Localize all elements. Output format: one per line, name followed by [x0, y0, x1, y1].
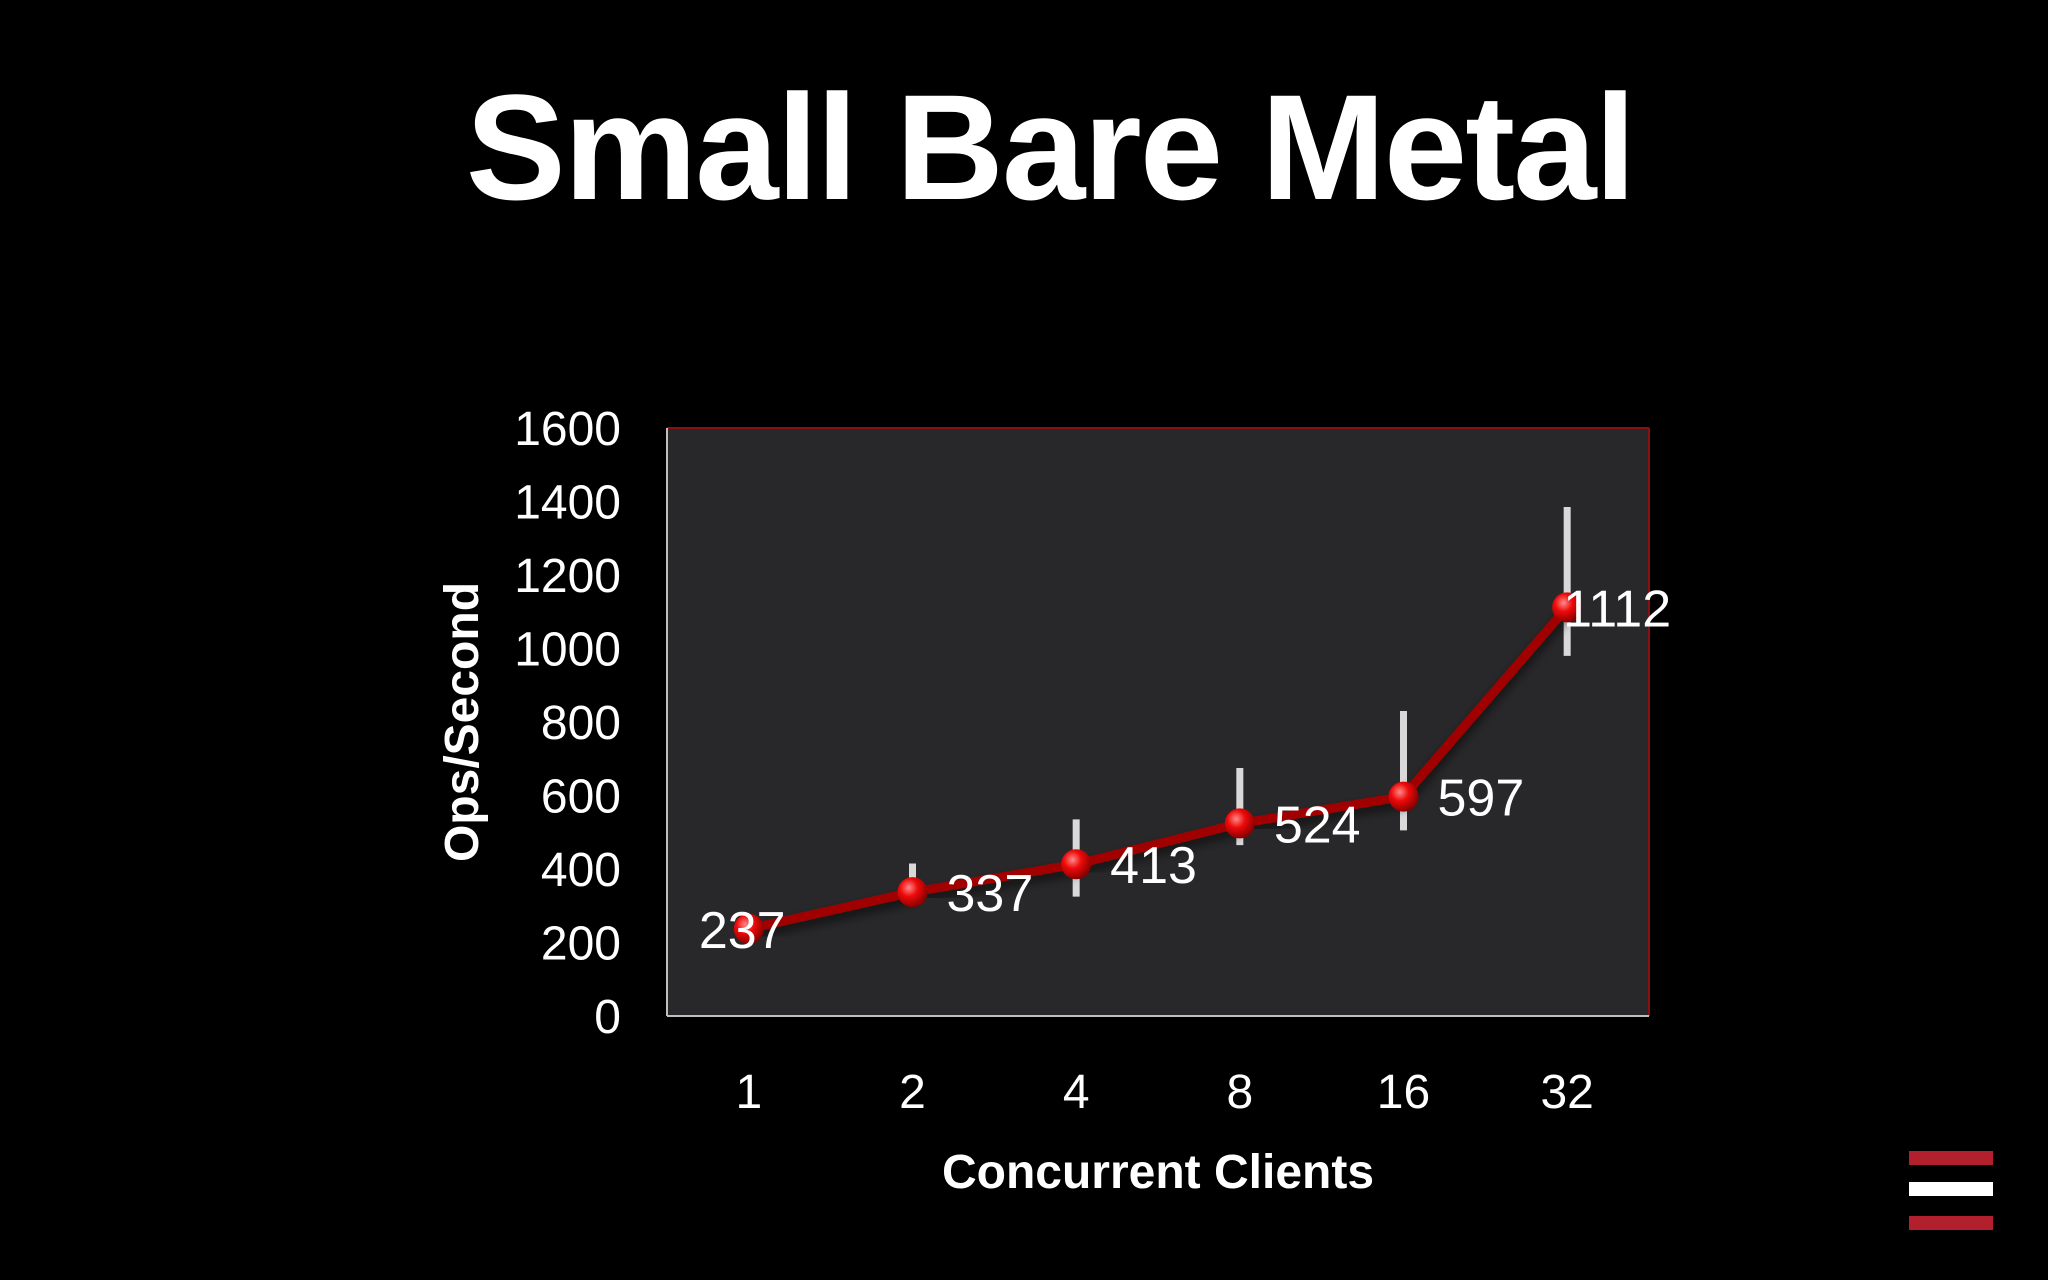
data-label: 413 — [1110, 837, 1197, 895]
data-point-marker — [897, 877, 928, 908]
x-axis-ticks: 1 2 4 8 16 32 — [735, 1066, 1593, 1119]
x-tick-label: 8 — [1226, 1066, 1253, 1119]
y-tick-label: 600 — [541, 771, 621, 824]
plot-area — [667, 428, 1649, 1016]
data-point-marker — [1061, 849, 1092, 880]
y-tick-label: 0 — [594, 991, 621, 1044]
data-point-marker — [1224, 808, 1255, 839]
x-tick-label: 4 — [1063, 1066, 1090, 1119]
slide-title: Small Bare Metal — [465, 63, 1637, 231]
y-tick-label: 1400 — [514, 477, 621, 530]
series-line-segment — [744, 887, 917, 934]
x-tick-label: 2 — [899, 1066, 926, 1119]
data-point-marker — [1388, 781, 1419, 812]
logo-stripe-white-middle — [1909, 1182, 1993, 1196]
series-line-segment — [1399, 602, 1572, 802]
logo-stripe-red-top — [1909, 1151, 1993, 1165]
data-point-marker — [1552, 592, 1583, 623]
data-label: 1112 — [1563, 580, 1671, 638]
series-line-segment — [908, 859, 1081, 897]
y-tick-label: 400 — [541, 844, 621, 897]
data-label: 237 — [699, 902, 786, 960]
logo-stripe-red-bottom — [1909, 1216, 1993, 1230]
series-markers — [733, 592, 1583, 944]
data-labels: 237 337 413 524 597 1112 — [699, 580, 1671, 960]
y-tick-label: 1200 — [514, 550, 621, 603]
series-lines — [744, 602, 1572, 934]
y-tick-label: 800 — [541, 697, 621, 750]
y-axis-title: Ops/Second — [436, 582, 489, 862]
x-tick-label: 1 — [735, 1066, 762, 1119]
y-axis-ticks: 0 200 400 600 800 1000 1200 1400 1600 — [514, 403, 621, 1044]
y-tick-label: 1000 — [514, 624, 621, 677]
x-axis-title: Concurrent Clients — [942, 1146, 1374, 1199]
data-label: 524 — [1274, 796, 1361, 854]
series-line-segment — [1235, 792, 1408, 828]
x-tick-label: 16 — [1377, 1066, 1430, 1119]
data-label: 597 — [1438, 770, 1525, 828]
data-label: 337 — [947, 865, 1034, 923]
series-line-segment — [1071, 818, 1245, 869]
x-tick-label: 32 — [1540, 1066, 1593, 1119]
y-tick-label: 1600 — [514, 403, 621, 456]
data-point-marker — [733, 913, 764, 944]
y-tick-label: 200 — [541, 918, 621, 971]
